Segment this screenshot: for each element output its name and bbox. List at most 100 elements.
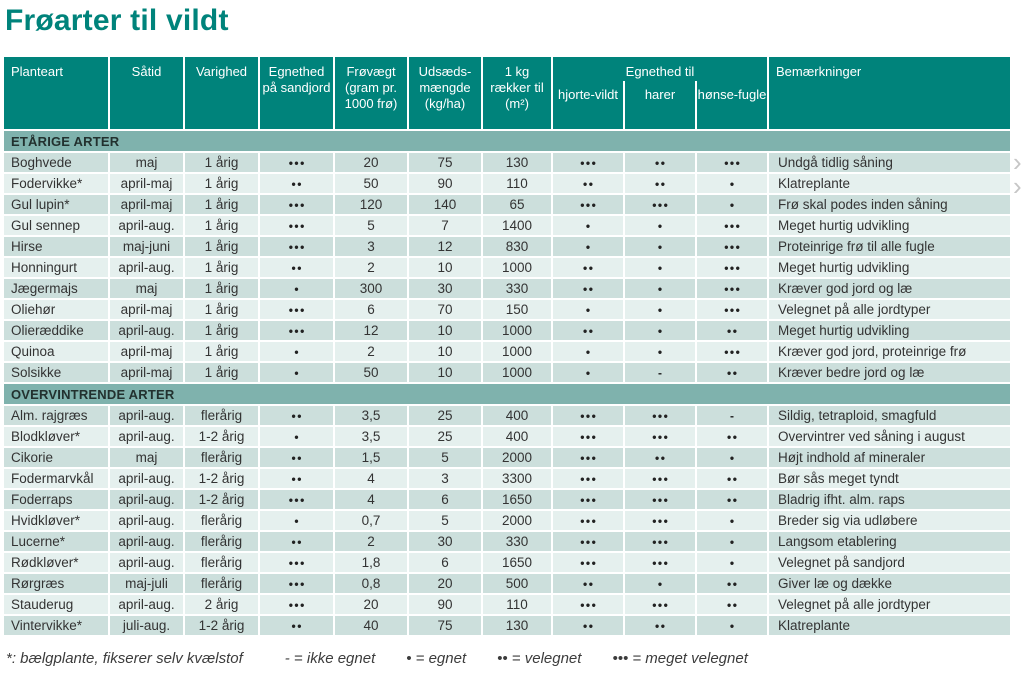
cell-frovaegt: 5 — [335, 216, 409, 237]
cell-bemaerkninger: Proteinrige frø til alle fugle — [769, 237, 1010, 258]
col-header-sandjord: Egnethed på sandjord — [260, 57, 335, 129]
cell-frovaegt: 20 — [335, 595, 409, 616]
cell-varighed: 1 årig — [185, 174, 260, 195]
cell-varighed: 1 årig — [185, 258, 260, 279]
cell-planteart: Gul lupin* — [4, 195, 110, 216]
cell-bemaerkninger: Meget hurtig udvikling — [769, 216, 1010, 237]
cell-frovaegt: 50 — [335, 363, 409, 384]
cell-honsefugle: •• — [697, 490, 769, 511]
cell-harer: •• — [625, 174, 697, 195]
chevrons-right-icon[interactable]: › › — [1013, 147, 1022, 199]
cell-honsefugle: •• — [697, 469, 769, 490]
section-label: ETÅRIGE ARTER — [11, 133, 120, 149]
cell-varighed: 1 årig — [185, 216, 260, 237]
cell-varighed: flerårig — [185, 532, 260, 553]
cell-honsefugle: •• — [697, 574, 769, 595]
cell-planteart: Quinoa — [4, 342, 110, 363]
cell-sandjord: •• — [260, 448, 335, 469]
cell-varighed: 1-2 årig — [185, 427, 260, 448]
cell-sandjord: • — [260, 427, 335, 448]
cell-honsefugle: • — [697, 616, 769, 637]
cell-harer: ••• — [625, 469, 697, 490]
table-row: Solsikke april-maj 1 årig • 50 10 1000 • - •• Kræv… — [4, 363, 1010, 384]
cell-hjortevildt: ••• — [553, 448, 625, 469]
table-row: Boghvede maj 1 årig ••• 20 75 130 ••• •• ••• Undgå… — [4, 153, 1010, 174]
cell-udsaedsmaengde: 70 — [409, 300, 483, 321]
cell-honsefugle: ••• — [697, 216, 769, 237]
cell-frovaegt: 300 — [335, 279, 409, 300]
cell-varighed: flerårig — [185, 574, 260, 595]
table-row: Jægermajs maj 1 årig • 300 30 330 •• • ••• Kræver … — [4, 279, 1010, 300]
cell-hjortevildt: ••• — [553, 427, 625, 448]
cell-varighed: 1 årig — [185, 279, 260, 300]
cell-hjortevildt: •• — [553, 616, 625, 637]
cell-saatid: maj-juli — [110, 574, 185, 595]
cell-udsaedsmaengde: 6 — [409, 553, 483, 574]
table-row: Gul lupin* april-maj 1 årig ••• 120 140 65 ••• •… — [4, 195, 1010, 216]
cell-planteart: Rødkløver* — [4, 553, 110, 574]
table-row: Vintervikke* juli-aug. 1-2 årig •• 40 75 130 ••… — [4, 616, 1010, 637]
cell-honsefugle: • — [697, 553, 769, 574]
cell-saatid: april-aug. — [110, 595, 185, 616]
cell-planteart: Vintervikke* — [4, 616, 110, 637]
cell-bemaerkninger: Velegnet på alle jordtyper — [769, 300, 1010, 321]
cell-bemaerkninger: Meget hurtig udvikling — [769, 258, 1010, 279]
table-header: Planteart Såtid Varighed Egnethed på san… — [4, 57, 1010, 131]
table-row: Quinoa april-maj 1 årig • 2 10 1000 • • ••• Kræver… — [4, 342, 1010, 363]
cell-varighed: 1 årig — [185, 321, 260, 342]
cell-hjortevildt: •• — [553, 321, 625, 342]
cell-sandjord: ••• — [260, 300, 335, 321]
cell-raekker: 1000 — [483, 258, 553, 279]
table-row: Blodkløver* april-aug. 1-2 årig • 3,5 25 400 ••… — [4, 427, 1010, 448]
footnote-baelgplante: *: bælgplante, fikserer selv kvælstof — [6, 650, 243, 667]
cell-planteart: Lucerne* — [4, 532, 110, 553]
cell-sandjord: ••• — [260, 321, 335, 342]
cell-raekker: 1650 — [483, 490, 553, 511]
cell-hjortevildt: •• — [553, 574, 625, 595]
group-header-egnethed-til: Egnethed til — [625, 64, 695, 79]
cell-udsaedsmaengde: 10 — [409, 321, 483, 342]
cell-hjortevildt: ••• — [553, 532, 625, 553]
cell-hjortevildt: • — [553, 216, 625, 237]
col-header-bemaerkninger: Bemærkninger — [776, 64, 862, 79]
cell-saatid: maj — [110, 279, 185, 300]
cell-hjortevildt: • — [553, 342, 625, 363]
cell-udsaedsmaengde: 3 — [409, 469, 483, 490]
cell-sandjord: ••• — [260, 237, 335, 258]
table-row: Rødkløver* april-aug. flerårig ••• 1,8 6 1650 •… — [4, 553, 1010, 574]
cell-saatid: april-aug. — [110, 469, 185, 490]
cell-frovaegt: 6 — [335, 300, 409, 321]
cell-sandjord: •• — [260, 258, 335, 279]
cell-harer: • — [625, 321, 697, 342]
table-row: Hirse maj-juni 1 årig ••• 3 12 830 • • ••• Protein… — [4, 237, 1010, 258]
cell-bemaerkninger: Bladrig ifht. alm. raps — [769, 490, 1010, 511]
cell-raekker: 1650 — [483, 553, 553, 574]
table-row: Lucerne* april-aug. flerårig •• 2 30 330 ••• •••… — [4, 532, 1010, 553]
cell-hjortevildt: ••• — [553, 469, 625, 490]
cell-honsefugle: • — [697, 174, 769, 195]
cell-hjortevildt: • — [553, 363, 625, 384]
cell-bemaerkninger: Undgå tidlig såning — [769, 153, 1010, 174]
col-header-planteart: Planteart — [4, 57, 110, 129]
cell-harer: •• — [625, 153, 697, 174]
cell-frovaegt: 20 — [335, 153, 409, 174]
cell-frovaegt: 1,8 — [335, 553, 409, 574]
cell-varighed: 1-2 årig — [185, 490, 260, 511]
cell-bemaerkninger: Giver læ og dække — [769, 574, 1010, 595]
cell-honsefugle: •• — [697, 321, 769, 342]
cell-honsefugle: ••• — [697, 300, 769, 321]
chevron-right-icon: › — [1013, 147, 1022, 177]
cell-sandjord: ••• — [260, 553, 335, 574]
table-row: Cikorie maj flerårig •• 1,5 5 2000 ••• •• • Højt i… — [4, 448, 1010, 469]
cell-planteart: Oliehør — [4, 300, 110, 321]
cell-frovaegt: 0,8 — [335, 574, 409, 595]
cell-udsaedsmaengde: 140 — [409, 195, 483, 216]
cell-saatid: maj-juni — [110, 237, 185, 258]
cell-frovaegt: 120 — [335, 195, 409, 216]
cell-harer: • — [625, 258, 697, 279]
cell-bemaerkninger: Sildig, tetraploid, smagfuld — [769, 406, 1010, 427]
cell-frovaegt: 2 — [335, 342, 409, 363]
table-row: Rørgræs maj-juli flerårig ••• 0,8 20 500 •• • •• G… — [4, 574, 1010, 595]
cell-sandjord: •• — [260, 532, 335, 553]
cell-harer: • — [625, 279, 697, 300]
